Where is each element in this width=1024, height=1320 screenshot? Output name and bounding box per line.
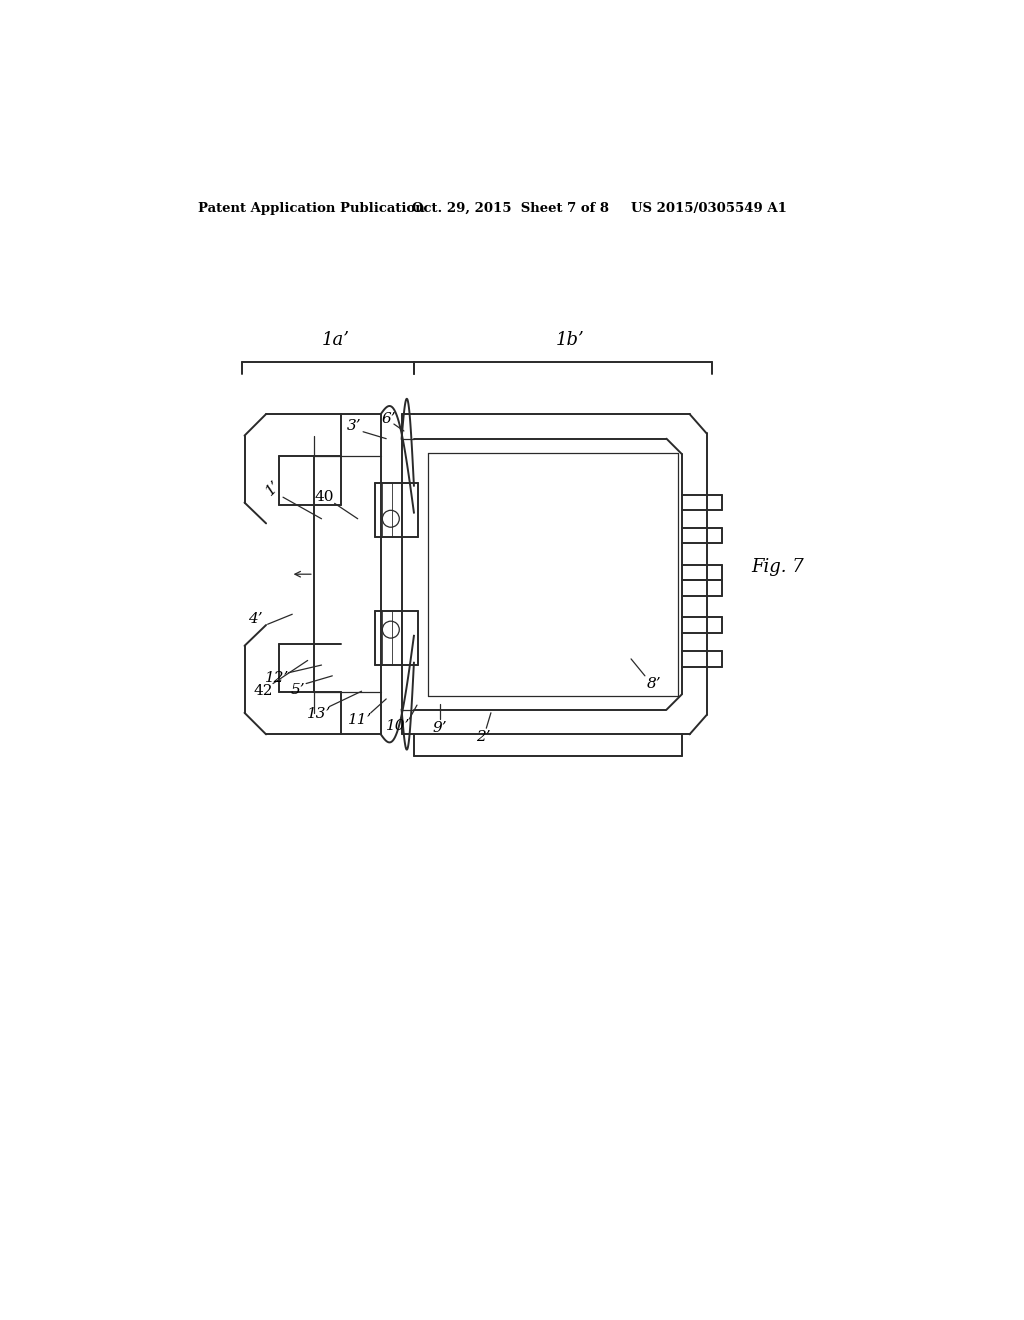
Text: 4’: 4’ bbox=[248, 612, 262, 626]
Text: 6’: 6’ bbox=[381, 412, 396, 425]
Text: 12’: 12’ bbox=[264, 671, 289, 685]
Text: 42: 42 bbox=[253, 684, 272, 698]
Text: 11’: 11’ bbox=[348, 714, 372, 727]
Text: Patent Application Publication: Patent Application Publication bbox=[199, 202, 425, 215]
Text: 8’: 8’ bbox=[647, 677, 662, 690]
Text: 40: 40 bbox=[314, 490, 335, 504]
Text: Oct. 29, 2015  Sheet 7 of 8: Oct. 29, 2015 Sheet 7 of 8 bbox=[412, 202, 608, 215]
Text: 3’: 3’ bbox=[346, 420, 361, 433]
Text: 1a’: 1a’ bbox=[322, 331, 349, 348]
Text: US 2015/0305549 A1: US 2015/0305549 A1 bbox=[631, 202, 786, 215]
Text: 13’: 13’ bbox=[307, 708, 332, 721]
Text: 2’: 2’ bbox=[476, 730, 490, 744]
Text: 1b’: 1b’ bbox=[556, 331, 585, 348]
Text: 9’: 9’ bbox=[433, 721, 447, 735]
Text: 10’: 10’ bbox=[386, 719, 411, 733]
Text: Fig. 7: Fig. 7 bbox=[751, 557, 804, 576]
Text: 1’: 1’ bbox=[263, 478, 283, 498]
Text: 5’: 5’ bbox=[291, 682, 306, 697]
